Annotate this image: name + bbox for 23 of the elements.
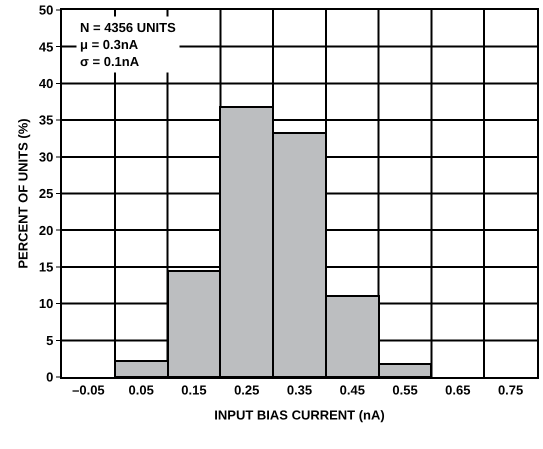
- x-tick-label: –0.05: [72, 382, 105, 398]
- y-tick-label: 40: [38, 76, 54, 91]
- y-axis-title: PERCENT OF UNITS (%): [15, 118, 30, 269]
- y-tick-label: 35: [38, 112, 54, 128]
- x-tick-label: 0.35: [286, 382, 312, 398]
- y-tick-label: 10: [38, 296, 54, 312]
- annotation: N = 4356 UNITS μ = 0.3nA σ = 0.1nA: [80, 20, 176, 69]
- x-tick-label: 0.05: [128, 382, 154, 398]
- x-tick-label: 0.25: [234, 382, 260, 398]
- x-tick-label: 0.55: [392, 382, 418, 398]
- y-tick-label: 0: [46, 370, 54, 385]
- y-tick-label: 5: [46, 332, 54, 348]
- x-tick-label: 0.15: [181, 382, 207, 398]
- y-tick-label: 25: [38, 186, 54, 202]
- x-tick-label: 0.45: [340, 382, 365, 398]
- x-tick-label: 0.75: [498, 382, 524, 398]
- y-tick-label: 45: [38, 39, 54, 54]
- x-tick-label: 0.65: [445, 382, 470, 398]
- x-axis-title: INPUT BIAS CURRENT (nA): [214, 408, 385, 423]
- y-tick-label: 30: [38, 149, 54, 164]
- y-tick-label: 15: [38, 259, 54, 274]
- y-tick-label: 50: [38, 2, 54, 18]
- y-tick-label: 20: [38, 222, 54, 238]
